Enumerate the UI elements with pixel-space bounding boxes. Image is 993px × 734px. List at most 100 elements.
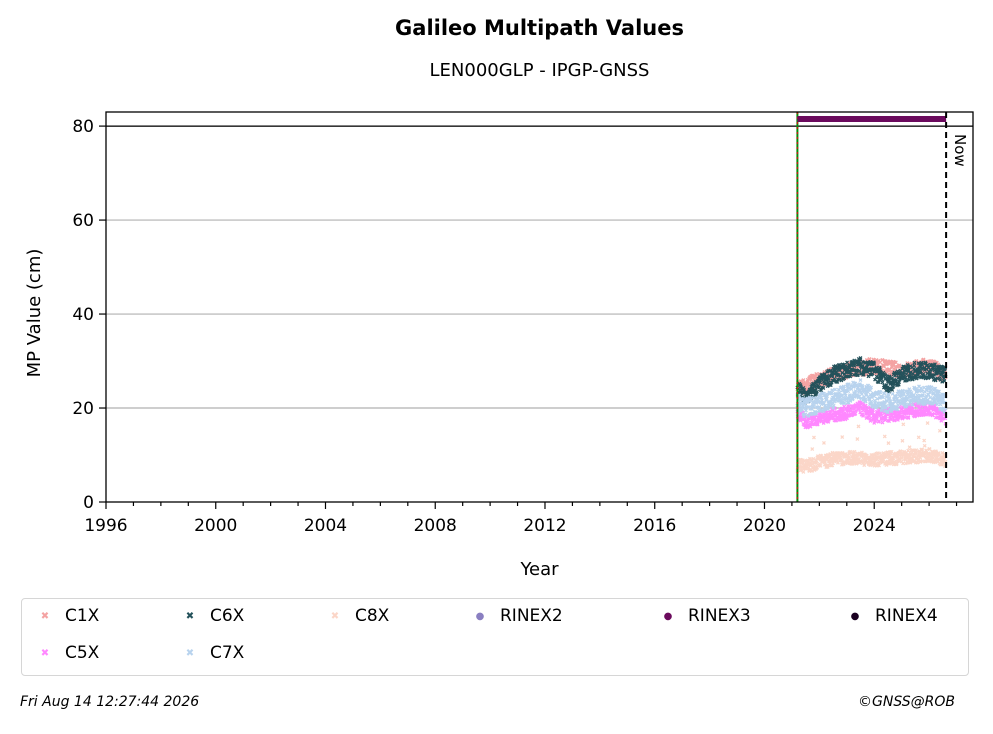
point-c6x	[845, 360, 850, 365]
point-c6x	[940, 379, 945, 384]
point-c7x	[896, 403, 901, 408]
point-c8x	[882, 434, 887, 439]
point-c8x	[855, 437, 860, 442]
legend-item-c8x: ✖ C8X	[324, 606, 390, 626]
point-c7x	[811, 404, 816, 409]
point-c7x	[830, 388, 835, 393]
series-c8x	[795, 421, 948, 474]
point-c8x	[852, 449, 857, 454]
point-c8x	[901, 422, 906, 427]
point-c7x	[869, 385, 874, 390]
point-c7x	[854, 383, 859, 387]
point-c1x	[801, 378, 806, 382]
point-c7x	[829, 391, 834, 396]
x-tick-label-1996: 1996	[84, 516, 127, 536]
legend-label-c1x: C1X	[65, 606, 100, 626]
point-c6x	[933, 362, 937, 367]
point-c8x	[810, 469, 814, 473]
multipath-chart: Now 1996 2000 2004 2008 2012 2016 2020 2024 0 20 40…	[24, 111, 974, 580]
legend-marker-rinex2: ●	[475, 610, 485, 622]
point-c8x	[840, 435, 845, 440]
x-tick-label-2008: 2008	[414, 516, 457, 536]
point-c8x	[856, 424, 861, 429]
point-c7x	[880, 405, 885, 410]
point-c8x	[877, 463, 882, 468]
x-tick-label-2000: 2000	[194, 516, 237, 536]
point-c8x	[906, 448, 911, 453]
point-c7x	[931, 391, 936, 396]
x-tick-label-2004: 2004	[304, 516, 347, 536]
point-c8x	[823, 460, 828, 464]
point-c7x	[875, 396, 880, 401]
point-c5x	[925, 412, 929, 417]
point-c7x	[810, 407, 814, 411]
point-c7x	[842, 400, 847, 405]
point-c6x	[817, 385, 822, 389]
point-c7x	[824, 398, 829, 403]
point-c8x	[821, 440, 826, 445]
point-c5x	[906, 415, 911, 420]
point-c7x	[819, 398, 824, 403]
legend-marker-c7x: ✖	[185, 647, 195, 659]
point-c7x	[895, 407, 900, 412]
point-c6x	[821, 386, 826, 390]
legend-label-c5x: C5X	[65, 643, 100, 663]
point-c6x	[885, 385, 890, 390]
point-c6x	[925, 363, 930, 368]
point-c7x	[846, 389, 851, 394]
point-c7x	[812, 395, 816, 400]
legend-item-rinex3: ● RINEX3	[657, 606, 751, 626]
chart-subtitle: LEN000GLP - IPGP-GNSS	[429, 60, 650, 81]
point-c1x	[890, 365, 895, 370]
point-c6x	[818, 380, 823, 385]
point-c7x	[886, 392, 891, 397]
point-c8x	[849, 450, 854, 455]
point-c6x	[928, 367, 933, 372]
point-c7x	[869, 399, 874, 404]
y-tick-label-60: 60	[72, 211, 94, 231]
point-c6x	[879, 377, 884, 382]
point-c7x	[919, 389, 924, 394]
point-c8x	[810, 447, 815, 452]
point-c7x	[852, 384, 857, 389]
point-c5x	[815, 422, 820, 427]
point-c7x	[804, 408, 808, 413]
legend-marker-c6x: ✖	[185, 610, 195, 622]
point-c7x	[825, 394, 830, 399]
point-c7x	[919, 386, 923, 391]
point-c5x	[892, 418, 897, 423]
point-c1x	[881, 363, 886, 368]
point-c6x	[904, 372, 909, 377]
point-c6x	[857, 368, 862, 373]
point-c7x	[817, 392, 822, 397]
y-axis-label: MP Value (cm)	[24, 249, 45, 378]
point-c6x	[815, 389, 820, 394]
point-c5x	[842, 404, 847, 409]
point-c6x	[891, 384, 896, 389]
y-tick-label-40: 40	[72, 305, 94, 325]
point-c6x	[855, 373, 860, 378]
y-tick-label-80: 80	[72, 117, 94, 137]
point-c7x	[874, 405, 879, 409]
point-c6x	[838, 373, 843, 378]
point-c1x	[921, 357, 926, 362]
point-c6x	[904, 378, 909, 383]
point-c7x	[835, 399, 840, 404]
legend-item-rinex2: ● RINEX2	[469, 606, 563, 626]
point-c7x	[833, 387, 838, 392]
point-c6x	[843, 364, 848, 369]
legend-item-c5x: ✖ C5X	[34, 643, 100, 663]
point-c7x	[922, 385, 927, 390]
x-tick-label-2016: 2016	[633, 516, 676, 536]
point-c6x	[830, 373, 835, 378]
point-c7x	[903, 400, 908, 405]
legend-label-rinex4: RINEX4	[875, 606, 938, 626]
point-c7x	[921, 393, 925, 398]
legend-label-rinex2: RINEX2	[500, 606, 563, 626]
point-c8x	[924, 448, 929, 453]
point-c7x	[819, 408, 824, 413]
point-c8x	[899, 456, 904, 461]
point-c8x	[804, 466, 808, 471]
point-c7x	[817, 405, 822, 410]
point-c6x	[832, 376, 837, 381]
